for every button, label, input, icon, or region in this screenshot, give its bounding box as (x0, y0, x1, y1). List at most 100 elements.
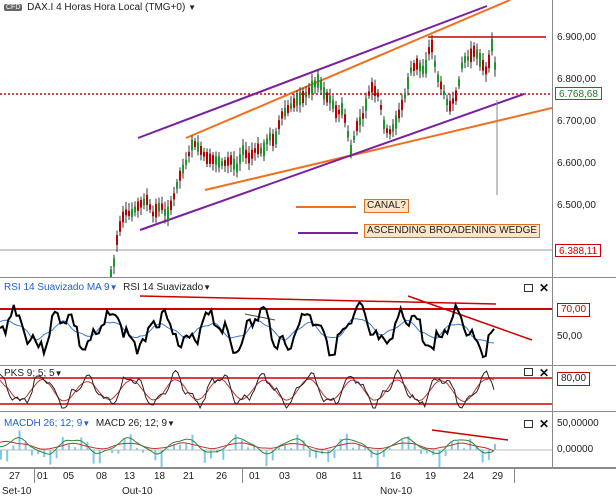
macd-plot[interactable]: MACDH 26; 12; 9▼ MACD 26; 12; 9▼ ✕ (0, 412, 552, 467)
rsi-maximize-icon[interactable] (524, 284, 533, 292)
candle (170, 200, 172, 211)
candle (224, 160, 226, 166)
candle (371, 82, 373, 93)
candle (218, 156, 220, 168)
candle (356, 120, 358, 132)
pks-chart-svg (0, 369, 552, 410)
macd-histogram-bar (327, 450, 330, 462)
candle (152, 211, 154, 217)
price-header: CFD DAX.I 4 Horas Hora Local (TMG+0) ▼ (4, 2, 196, 13)
pks-plot[interactable]: PKS 9; 5; 5▼ ✕ (0, 366, 552, 411)
pks-tick: 80,00 (557, 372, 591, 386)
price-tick: 6.900,00 (557, 32, 596, 43)
candle (134, 206, 136, 213)
candle (386, 128, 388, 134)
candle (377, 92, 379, 97)
candle (281, 111, 283, 119)
macd-histogram-bar (172, 443, 175, 450)
macd-histogram-bar (12, 445, 15, 450)
candle (389, 129, 391, 135)
candle (467, 56, 469, 61)
macd-histogram-bar (55, 450, 58, 459)
candle (353, 135, 355, 141)
candle (416, 58, 418, 70)
candle (398, 109, 400, 119)
rsi-dropdown-icon[interactable]: ▼ (203, 283, 212, 292)
macd-histogram-bar (234, 434, 237, 450)
candle (305, 92, 307, 98)
pks-label[interactable]: PKS 9; 5; 5 (4, 368, 55, 379)
day-tick: 18 (154, 471, 166, 482)
candle (113, 258, 115, 267)
month-tick: Out-10 (122, 486, 153, 497)
pks-dropdown-icon[interactable]: ▼ (54, 369, 63, 378)
macd-histogram-bar (444, 450, 447, 456)
day-tick: 08 (316, 471, 328, 482)
candle (428, 47, 430, 55)
macd-histogram-bar (395, 450, 398, 451)
day-tick: 27 (9, 471, 21, 482)
title-dropdown-icon[interactable]: ▼ (188, 3, 196, 12)
candle (317, 74, 319, 88)
rsi-ma-label[interactable]: RSI 14 Suavizado MA 9 (4, 282, 110, 293)
candle (332, 100, 334, 109)
current-price-badge: 6.768,68 (555, 87, 602, 100)
macd-histogram-bar (364, 445, 367, 450)
macd-histogram-bar (265, 450, 268, 467)
candle (461, 62, 463, 69)
candle (275, 131, 277, 145)
wedge-annotation[interactable]: ASCENDING BROADENING WEDGE (364, 224, 541, 238)
candle (239, 154, 241, 164)
candle (365, 98, 367, 111)
candle (164, 208, 166, 216)
candle (443, 90, 445, 96)
chart-title[interactable]: DAX.I 4 Horas Hora Local (TMG+0) (27, 2, 186, 13)
macdh-dropdown-icon[interactable]: ▼ (82, 419, 91, 428)
candle (179, 170, 181, 181)
macd-histogram-bar (339, 438, 342, 450)
day-tick: 03 (279, 471, 291, 482)
macd-histogram-bar (284, 445, 287, 450)
macd-histogram-bar (389, 448, 392, 450)
macd-maximize-icon[interactable] (524, 420, 533, 428)
macd-histogram-bar (49, 450, 52, 465)
channel-upper-line (185, 0, 511, 139)
macd-close-icon[interactable]: ✕ (539, 417, 550, 431)
candle (494, 62, 496, 70)
rsi-close-icon[interactable]: ✕ (539, 281, 550, 295)
macd-histogram-bar (401, 439, 404, 450)
candle (308, 87, 310, 95)
candle (200, 146, 202, 155)
candle (233, 158, 235, 170)
macd-histogram-bar (271, 450, 274, 461)
macd-label[interactable]: MACD 26; 12; 9 (95, 418, 168, 429)
macd-histogram-bar (61, 437, 64, 450)
candle (380, 105, 382, 110)
macd-histogram-bar (18, 430, 21, 450)
candle (212, 155, 214, 164)
rsi-plot[interactable]: RSI 14 Suavizado MA 9▼ RSI 14 Suavizado▼… (0, 278, 552, 365)
macd-histogram-bar (129, 434, 132, 450)
price-plot[interactable]: CFD DAX.I 4 Horas Hora Local (TMG+0) ▼ C… (0, 0, 552, 277)
rsi-tick: 50,00 (557, 331, 583, 342)
macdh-label[interactable]: MACDH 26; 12; 9 (4, 418, 83, 429)
rsi-label[interactable]: RSI 14 Suavizado (123, 282, 204, 293)
candle (470, 48, 472, 63)
candle (368, 91, 370, 96)
channel-annotation[interactable]: CANAL? (364, 199, 409, 213)
candle (482, 59, 484, 71)
candle (404, 93, 406, 99)
pks-maximize-icon[interactable] (524, 368, 533, 376)
candle (464, 56, 466, 63)
macd-dropdown-icon[interactable]: ▼ (167, 419, 175, 428)
pks-close-icon[interactable]: ✕ (539, 366, 550, 380)
candle (269, 133, 271, 141)
candle (260, 147, 262, 154)
rsi-ma-dropdown-icon[interactable]: ▼ (109, 283, 118, 292)
price-tick: 6.700,00 (557, 116, 596, 127)
candle (302, 90, 304, 104)
day-tick: 08 (96, 471, 108, 482)
time-axis[interactable]: 27 01 05 08 13 18 21 26 01 03 08 11 16 1… (0, 468, 616, 500)
candle (167, 206, 169, 220)
rsi-chart-svg (0, 295, 552, 359)
